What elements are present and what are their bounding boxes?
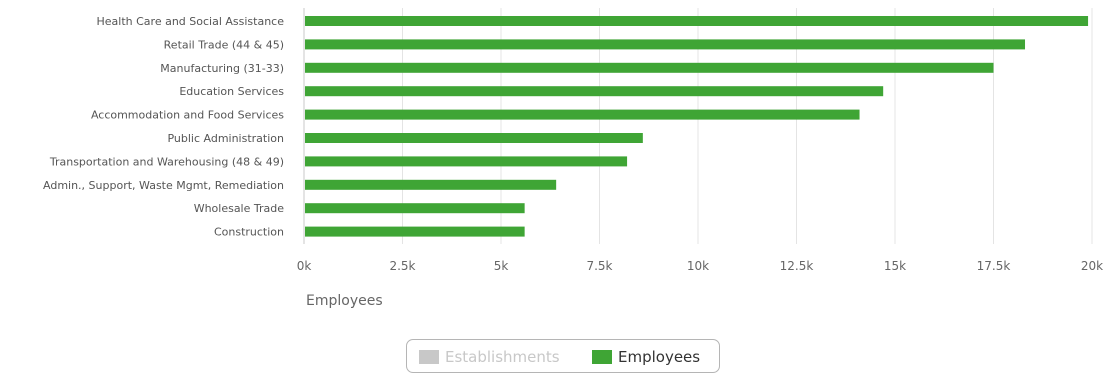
legend-swatch-employees xyxy=(592,350,612,364)
x-tick-label: 12.5k xyxy=(780,259,814,273)
legend-label-establishments: Establishments xyxy=(445,348,560,366)
x-tick-label: 2.5k xyxy=(389,259,415,273)
bar[interactable] xyxy=(305,86,884,97)
legend: Establishments Employees xyxy=(406,339,720,373)
x-tick-label: 0k xyxy=(297,259,312,273)
x-tick-label: 5k xyxy=(494,259,509,273)
bar[interactable] xyxy=(305,16,1089,26)
bar[interactable] xyxy=(305,156,628,167)
category-label: Health Care and Social Assistance xyxy=(97,15,285,28)
category-label: Transportation and Warehousing (48 & 49) xyxy=(49,155,284,168)
bar[interactable] xyxy=(305,179,557,190)
x-tick-labels: 0k 2.5k 5k 7.5k 10k 12.5k 15k 17.5k 20k xyxy=(297,259,1103,273)
legend-item-employees[interactable]: Employees xyxy=(592,349,700,365)
bars xyxy=(305,16,1089,237)
x-tick-label: 10k xyxy=(687,259,709,273)
bar[interactable] xyxy=(305,226,525,237)
category-label: Wholesale Trade xyxy=(194,202,285,215)
legend-item-establishments[interactable]: Establishments xyxy=(419,349,560,365)
x-tick-label: 17.5k xyxy=(977,259,1011,273)
bar[interactable] xyxy=(305,133,643,143)
category-label: Manufacturing (31-33) xyxy=(160,62,284,75)
x-tick-label: 20k xyxy=(1081,259,1103,273)
category-label: Public Administration xyxy=(167,132,284,145)
x-tick-label: 15k xyxy=(884,259,906,273)
category-label: Accommodation and Food Services xyxy=(91,109,284,122)
legend-label-employees: Employees xyxy=(618,348,701,366)
bar[interactable] xyxy=(305,62,994,73)
legend-swatch-establishments xyxy=(419,350,439,364)
category-label: Education Services xyxy=(179,85,284,98)
bar[interactable] xyxy=(305,203,525,214)
category-label: Admin., Support, Waste Mgmt, Remediation xyxy=(43,179,284,192)
category-labels: Health Care and Social Assistance Retail … xyxy=(43,15,284,239)
x-axis-title: Employees xyxy=(306,293,383,309)
category-label: Construction xyxy=(214,226,284,239)
x-tick-label: 7.5k xyxy=(586,259,612,273)
category-label: Retail Trade (44 & 45) xyxy=(164,38,284,51)
bar[interactable] xyxy=(305,109,860,120)
bar[interactable] xyxy=(305,39,1026,50)
